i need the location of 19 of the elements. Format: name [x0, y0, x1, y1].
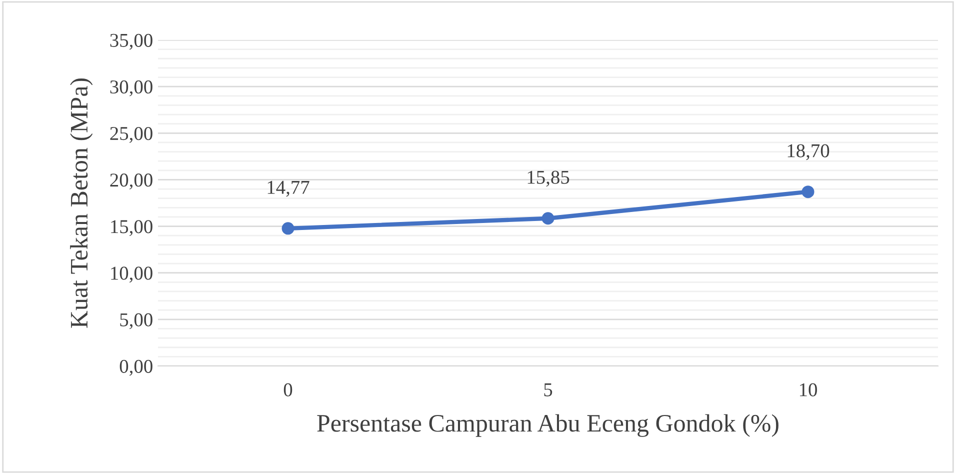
- y-tick-label: 25,00: [110, 126, 152, 143]
- y-tick-label: 0,00: [120, 360, 152, 376]
- y-tick-label: 5,00: [120, 313, 152, 330]
- y-tick-label: 15,00: [111, 220, 152, 236]
- y-tick-label: 35,00: [110, 34, 152, 50]
- data-label: 18,70: [788, 144, 830, 160]
- x-tick-label: 5: [544, 383, 552, 396]
- y-tick-label: 20,00: [110, 174, 152, 190]
- point: [282, 222, 294, 235]
- point: [542, 212, 554, 225]
- y-tick-label: 30,00: [110, 80, 152, 96]
- data-label: 15,85: [528, 170, 570, 187]
- x-axis-title: Persentase Campuran Abu Eceng Gondok (%): [317, 414, 778, 437]
- data-label: 14,77: [268, 180, 310, 197]
- x-tick-label: 0: [284, 383, 292, 396]
- y-tick-label: 10,00: [111, 266, 152, 283]
- point: [802, 186, 814, 198]
- y-axis-title: Kuat Tekan Beton (MPa): [70, 78, 93, 328]
- x-tick-label: 10: [800, 383, 817, 396]
